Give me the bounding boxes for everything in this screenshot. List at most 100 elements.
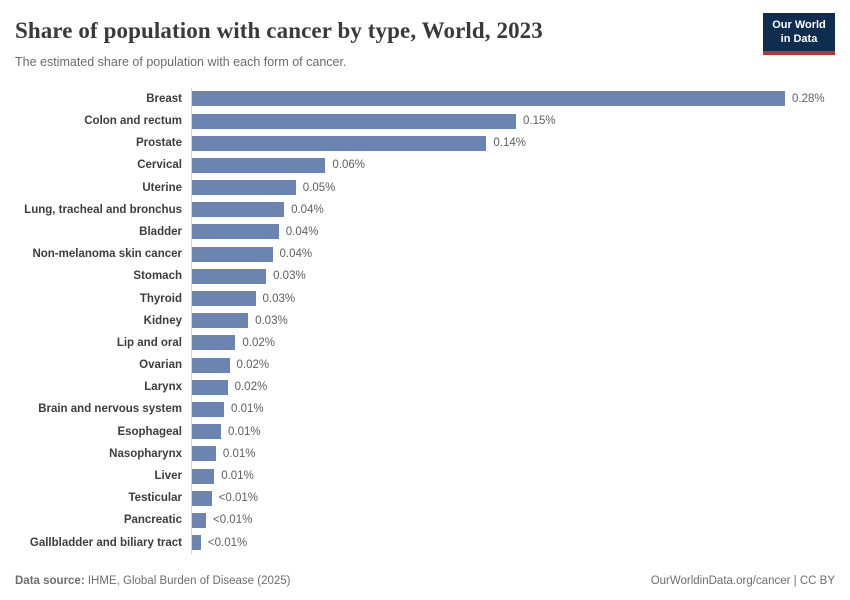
bar-chart: Breast 0.28% Colon and rectum 0.15% Prostate… (15, 87, 835, 554)
bar[interactable] (192, 180, 296, 196)
bar-row: Prostate 0.14% (15, 132, 835, 155)
value-label: 0.14% (493, 137, 526, 150)
bar-area: 0.15% (191, 109, 835, 133)
bar-row: Cervical 0.06% (15, 154, 835, 177)
header: Share of population with cancer by type,… (15, 13, 835, 69)
bar[interactable] (192, 268, 267, 284)
value-label: <0.01% (207, 536, 248, 549)
bar[interactable] (192, 535, 201, 551)
value-label: 0.03% (262, 292, 296, 305)
bar[interactable] (192, 424, 221, 440)
value-label: 0.04% (279, 248, 313, 261)
bar[interactable] (192, 291, 256, 307)
category-label: Pancreatic (123, 514, 182, 527)
bar-area: 0.04% (191, 243, 835, 266)
bar-area: 0.02% (191, 376, 835, 399)
value-label: 0.01% (222, 447, 256, 460)
footer-link[interactable]: OurWorldinData.org/cancer (650, 575, 791, 587)
bar-row: Liver 0.01% (15, 464, 835, 488)
category-label: Stomach (133, 270, 182, 283)
bar[interactable] (192, 379, 228, 395)
data-source-label: Data source: (15, 575, 85, 587)
bar-area: <0.01% (191, 487, 835, 510)
value-label: 0.02% (242, 336, 275, 349)
bar-area: 0.05% (191, 176, 835, 199)
value-label: 0.06% (332, 159, 365, 172)
bar-row: Bladder 0.04% (15, 220, 835, 244)
category-label: Lung, tracheal and bronchus (24, 203, 182, 216)
bar[interactable] (192, 401, 224, 417)
license-link[interactable]: CC BY (799, 575, 835, 587)
footer: Data source: IHME, Global Burden of Dise… (15, 575, 835, 587)
category-label: Cervical (137, 159, 182, 172)
bar[interactable] (192, 113, 516, 129)
category-label: Ovarian (139, 359, 182, 372)
category-label: Nasopharynx (109, 447, 182, 460)
page-subtitle: The estimated share of population with e… (15, 54, 347, 69)
value-label: 0.28% (792, 92, 825, 105)
bar-area: 0.04% (191, 198, 835, 221)
bar-row: Stomach 0.03% (15, 265, 835, 288)
bar-area: 0.28% (191, 87, 835, 110)
bar-area: 0.01% (191, 464, 835, 488)
bar-area: 0.02% (191, 354, 835, 377)
bar-row: Esophageal 0.01% (15, 420, 835, 443)
bar-row: Testicular <0.01% (15, 487, 835, 510)
value-label: 0.02% (236, 359, 270, 372)
value-label: 0.04% (285, 225, 319, 238)
owid-logo[interactable]: Our World in Data (763, 13, 835, 55)
footer-credits: OurWorldinData.org/cancer | CC BY (651, 575, 835, 587)
category-label: Lip and oral (116, 336, 182, 349)
bar-area: 0.04% (191, 220, 835, 244)
bar-row: Uterine 0.05% (15, 176, 835, 199)
category-label: Colon and rectum (84, 115, 182, 128)
category-label: Bladder (139, 225, 182, 238)
value-label: 0.04% (291, 203, 324, 216)
bar-row: Lip and oral 0.02% (15, 331, 835, 354)
bar[interactable] (192, 357, 230, 373)
bar-area: 0.03% (191, 287, 835, 310)
bar[interactable] (192, 335, 236, 351)
value-label: 0.01% (221, 470, 254, 483)
bar-area: 0.01% (191, 442, 835, 465)
bar-area: 0.02% (191, 331, 835, 354)
bar-row: Kidney 0.03% (15, 309, 835, 332)
bar[interactable] (192, 157, 326, 173)
bar[interactable] (192, 91, 785, 107)
category-label: Larynx (144, 381, 182, 394)
bar-area: 0.14% (191, 132, 835, 155)
bar-area: 0.01% (191, 420, 835, 443)
bar[interactable] (192, 313, 249, 329)
category-label: Liver (154, 470, 183, 483)
value-label: 0.15% (523, 115, 556, 128)
value-label: 0.03% (255, 314, 288, 327)
bar[interactable] (192, 224, 279, 240)
category-label: Gallbladder and biliary tract (29, 536, 182, 549)
bar-row: Lung, tracheal and bronchus 0.04% (15, 198, 835, 221)
bar[interactable] (192, 202, 285, 218)
bar-row: Larynx 0.02% (15, 376, 835, 399)
data-source-value: IHME, Global Burden of Disease (2025) (84, 575, 291, 587)
value-label: 0.03% (273, 270, 306, 283)
value-label: 0.01% (231, 403, 264, 416)
bar[interactable] (192, 512, 206, 528)
bar[interactable] (192, 490, 212, 506)
category-label: Non-melanoma skin cancer (32, 248, 182, 261)
category-label: Esophageal (117, 425, 182, 438)
bar-row: Ovarian 0.02% (15, 354, 835, 377)
bar-area: 0.01% (191, 398, 835, 421)
bar[interactable] (192, 246, 273, 262)
category-label: Uterine (142, 181, 182, 194)
owid-logo-line2: in Data (780, 32, 818, 45)
bar-row: Breast 0.28% (15, 87, 835, 110)
category-label: Prostate (135, 137, 182, 150)
footer-divider: | (790, 575, 800, 587)
value-label: <0.01% (218, 492, 259, 505)
bar[interactable] (192, 468, 215, 484)
bar[interactable] (192, 446, 216, 462)
bar-row: Gallbladder and biliary tract <0.01% (15, 531, 835, 554)
page-title: Share of population with cancer by type,… (15, 18, 543, 43)
bar-row: Thyroid 0.03% (15, 287, 835, 310)
bar[interactable] (192, 135, 487, 151)
